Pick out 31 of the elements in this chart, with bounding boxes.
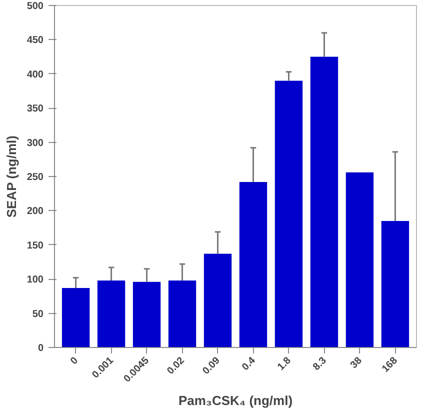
- y-tick-label: 200: [26, 206, 44, 218]
- x-axis-title: Pam₃CSK₄ (ng/ml): [178, 393, 293, 408]
- bar: [62, 288, 90, 348]
- y-tick-label: 350: [26, 104, 44, 115]
- bar: [168, 280, 196, 348]
- x-tick-label: 168: [380, 355, 400, 375]
- x-tick-label: 0.02: [165, 355, 188, 377]
- y-tick-label: 300: [26, 138, 44, 149]
- x-tick-label: 8.3: [311, 355, 330, 373]
- x-tick-label: 38: [348, 355, 365, 371]
- y-tick-label: 450: [26, 35, 44, 46]
- bar: [97, 280, 126, 348]
- x-tick-label: 0.09: [200, 355, 223, 377]
- y-tick-label: 250: [26, 172, 44, 183]
- bar: [346, 172, 374, 348]
- y-tick-label: 400: [26, 69, 44, 80]
- bar: [310, 56, 338, 348]
- bar: [239, 182, 268, 348]
- y-axis-title: SEAP (ng/ml): [4, 136, 19, 218]
- y-tick-label: 500: [26, 1, 44, 12]
- y-tick-label: 0: [38, 343, 44, 354]
- y-tick-label: 100: [26, 274, 44, 286]
- y-tick-label: 50: [32, 308, 44, 320]
- bar: [204, 254, 232, 348]
- bar: [132, 282, 161, 348]
- bar: [381, 220, 410, 348]
- x-tick-label: 0: [68, 355, 81, 368]
- x-tick-label: 1.8: [276, 355, 294, 373]
- x-tick-label: 0.4: [240, 355, 258, 373]
- y-tick-label: 150: [26, 240, 44, 252]
- bar: [274, 80, 303, 348]
